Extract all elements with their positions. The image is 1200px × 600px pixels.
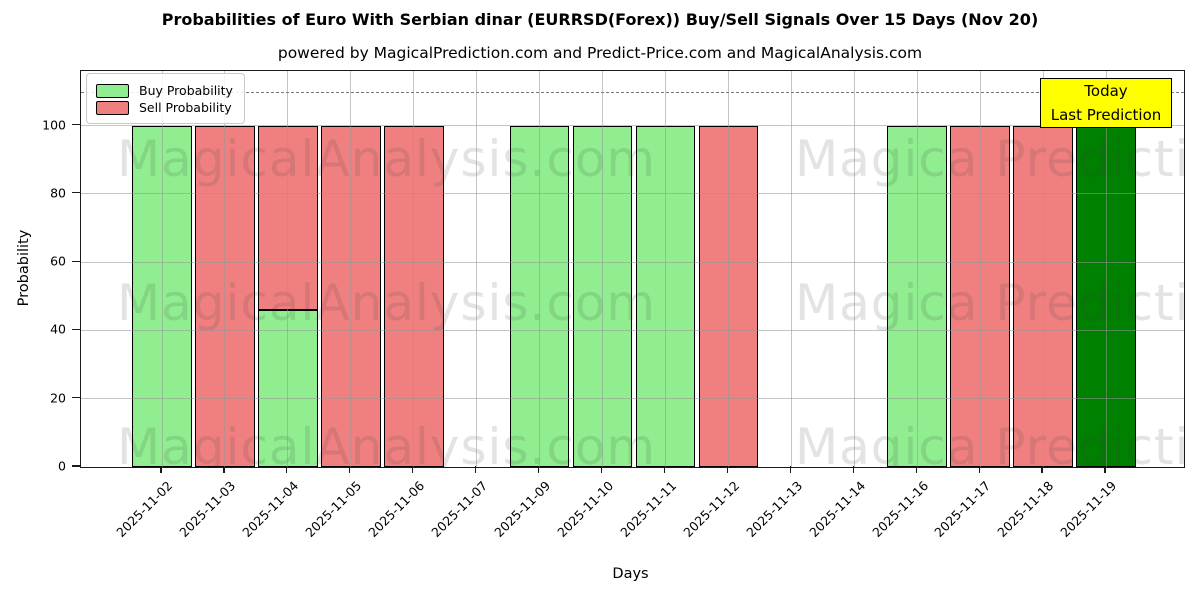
y-tick-mark <box>72 465 80 467</box>
chart-title: Probabilities of Euro With Serbian dinar… <box>161 10 1039 29</box>
gridline-v <box>727 71 729 467</box>
gridline-h <box>81 193 1184 195</box>
x-tick-mark <box>663 466 666 473</box>
x-tick-mark <box>600 466 603 473</box>
gridline-h <box>81 261 1184 263</box>
gridline-h <box>81 125 1184 127</box>
gridline-v <box>790 71 792 467</box>
gridline-v <box>979 71 981 467</box>
x-tick-mark <box>475 466 477 473</box>
gridline-h <box>81 398 1184 400</box>
gridline-v <box>1042 71 1044 467</box>
y-tick-label: 60 <box>50 253 66 269</box>
y-tick-mark <box>72 192 80 194</box>
x-tick-mark <box>726 466 729 473</box>
x-tick-mark <box>160 466 162 473</box>
today-annotation: Today Last Prediction <box>1040 78 1172 128</box>
legend: Buy Probability Sell Probability <box>86 73 245 124</box>
legend-item-sell: Sell Probability <box>96 100 233 115</box>
gridline-v <box>287 71 289 467</box>
gridline-v <box>853 71 855 467</box>
gridline-h <box>81 329 1184 331</box>
y-tick-label: 0 <box>58 458 66 474</box>
today-annotation-line1: Today <box>1084 82 1128 100</box>
x-tick-mark <box>223 466 225 473</box>
gridline-v <box>539 71 541 467</box>
gridline-v <box>161 71 163 467</box>
x-tick-mark <box>915 466 917 473</box>
x-tick-mark <box>852 466 854 473</box>
x-tick-mark <box>1104 466 1106 473</box>
plot-area: MagicalAnalysis.comMagica Prediction.com… <box>80 70 1185 468</box>
gridline-h <box>81 466 1184 467</box>
gridline-v <box>916 71 918 467</box>
legend-swatch-buy <box>96 83 129 98</box>
legend-swatch-sell <box>96 100 129 115</box>
x-tick-label-text: 2025-11-19 <box>1057 478 1120 540</box>
gridline-v <box>350 71 352 467</box>
today-annotation-line2: Last Prediction <box>1050 106 1162 124</box>
gridline-v <box>476 71 478 467</box>
threshold-dashed-line <box>81 91 1184 93</box>
y-tick-label: 100 <box>42 117 66 133</box>
legend-label-sell: Sell Probability <box>139 100 232 115</box>
x-tick-mark <box>1041 466 1043 473</box>
y-tick-mark <box>72 124 80 126</box>
gridline-v <box>1105 71 1107 467</box>
x-axis-title: Days <box>612 566 649 582</box>
y-tick-label: 80 <box>50 185 66 201</box>
x-tick-mark <box>349 466 351 473</box>
gridline-v <box>602 71 603 467</box>
legend-item-buy: Buy Probability <box>96 83 233 98</box>
y-tick-mark <box>72 260 80 262</box>
gridline-v <box>665 71 666 467</box>
gridline-v <box>224 71 226 467</box>
chart-subtitle: powered by MagicalPrediction.com and Pre… <box>277 44 923 62</box>
x-tick-mark <box>537 466 540 473</box>
legend-label-buy: Buy Probability <box>139 83 233 98</box>
y-tick-label: 20 <box>50 390 66 406</box>
y-tick-label: 40 <box>50 321 66 337</box>
y-tick-mark <box>72 328 80 331</box>
x-tick-mark <box>978 466 980 473</box>
x-tick-mark <box>286 466 288 473</box>
y-tick-mark <box>72 397 80 399</box>
gridline-v <box>413 71 415 467</box>
x-tick-label: 2025-11-19 <box>909 475 1120 540</box>
x-tick-mark <box>789 466 791 473</box>
x-tick-mark <box>412 466 414 473</box>
